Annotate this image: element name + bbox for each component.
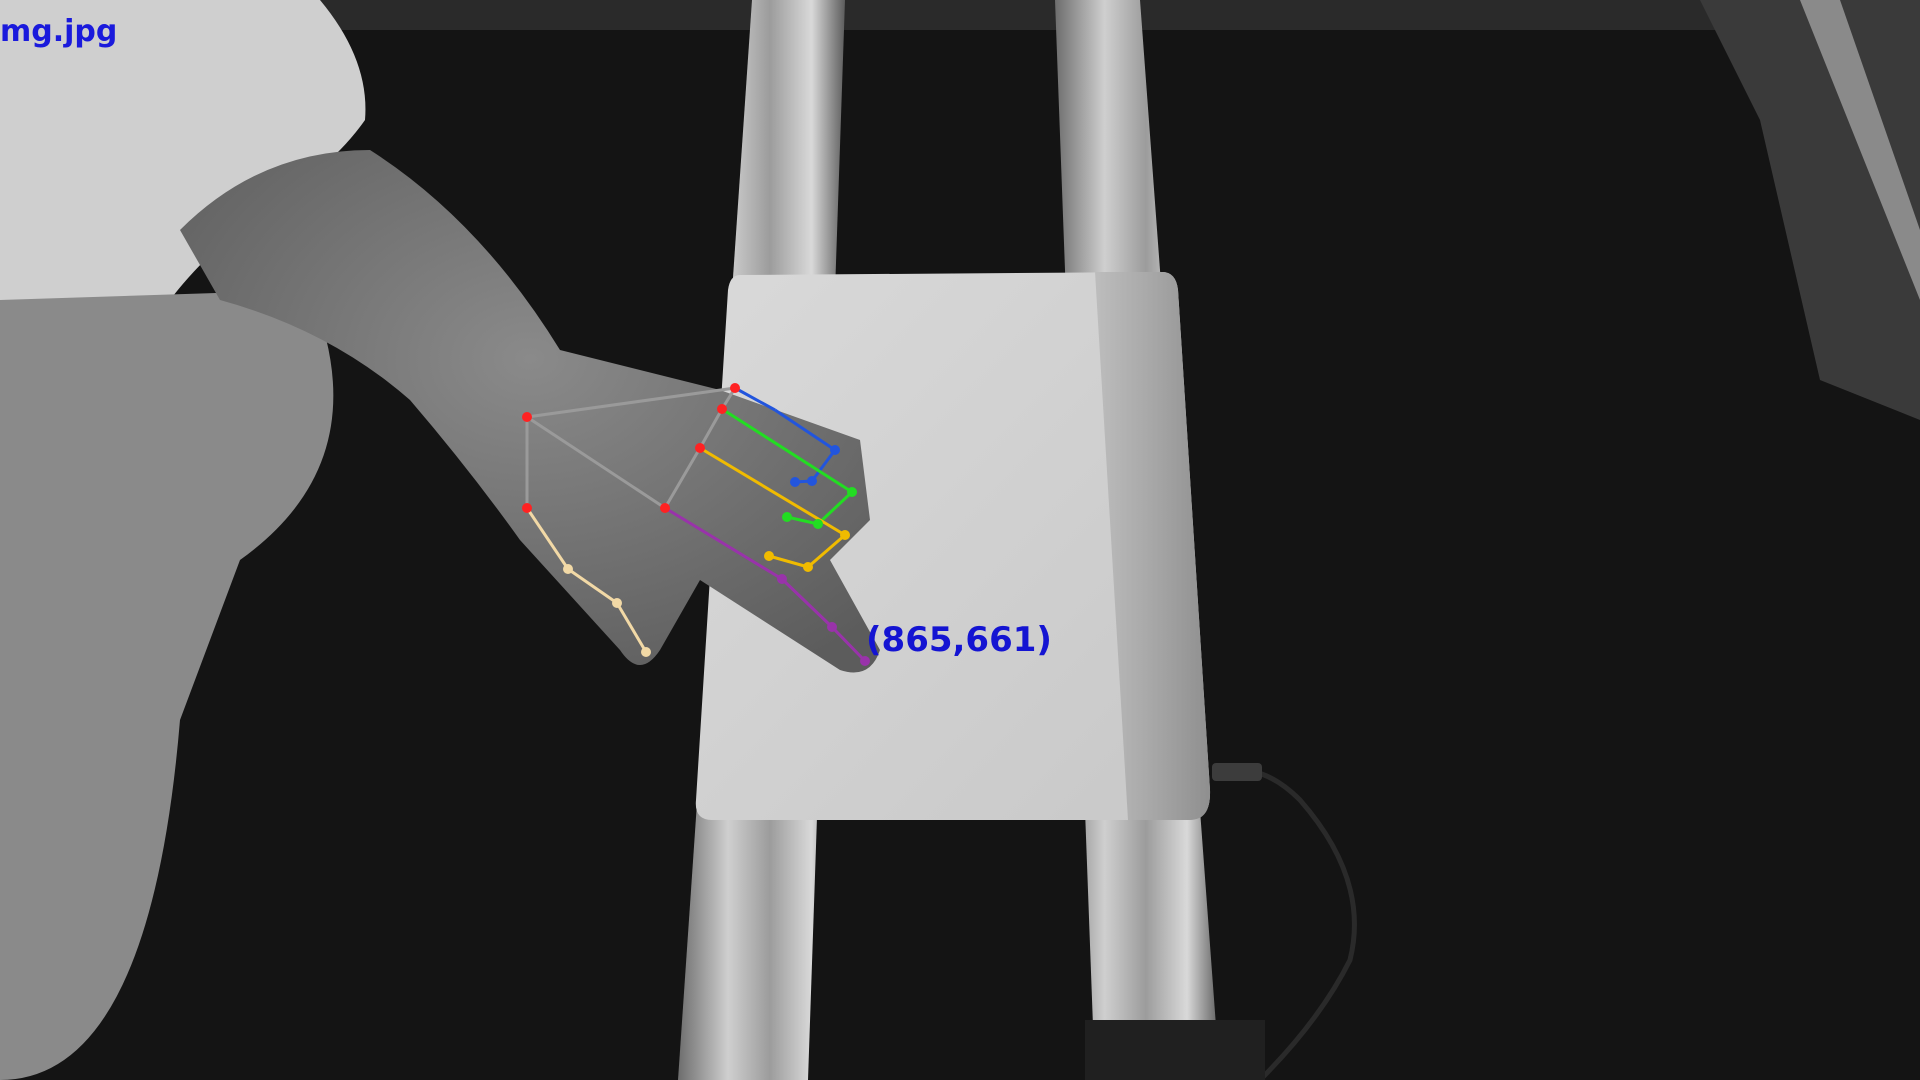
middle-joint-dot (782, 512, 792, 522)
joint-dot (660, 503, 670, 513)
joint-dot (717, 404, 727, 414)
ring-bone (699, 446, 846, 537)
index-joint-dot (830, 445, 840, 455)
palm-bone (526, 415, 666, 510)
ring-joint-dot (840, 530, 850, 540)
usb-cable (1217, 767, 1357, 1080)
thumb-joint-dot (563, 564, 573, 574)
thumb-bone (615, 602, 648, 653)
fingertip-coordinate-label: (865,661) (866, 620, 1052, 660)
thumb-bone (567, 567, 618, 605)
hand (180, 150, 880, 673)
right-rail (1800, 0, 1920, 300)
joint-dot (522, 412, 532, 422)
thumb-joint-dot (641, 647, 651, 657)
middle-joint-dot (847, 487, 857, 497)
leg (0, 290, 334, 1080)
ring-bone (768, 554, 809, 569)
pinky-bone (780, 577, 834, 629)
index-bone (810, 449, 837, 482)
ring-joint-dot (803, 562, 813, 572)
joint-dot (522, 503, 532, 513)
thumb-bone (525, 507, 570, 570)
middle-joint-dot (813, 519, 823, 529)
ring-bone (807, 533, 846, 569)
thumb-joint-dot (612, 598, 622, 608)
usb-plug (1212, 763, 1262, 781)
sleeve (0, 0, 366, 300)
pinky-joint-dot (777, 574, 787, 584)
index-joint-dot (790, 477, 800, 487)
middle-bone (721, 407, 853, 494)
tablet-side (1095, 272, 1211, 820)
ring-joint-dot (764, 551, 774, 561)
index-bone (734, 386, 776, 412)
pinky-joint-dot (827, 622, 837, 632)
pinky-bone (830, 625, 867, 663)
clamp-block (1085, 1020, 1265, 1080)
palm-bone (663, 447, 702, 509)
index-bone (774, 408, 836, 452)
filename-label: mg.jpg (0, 14, 118, 49)
tablet (695, 272, 1211, 820)
joint-dot (730, 383, 740, 393)
index-joint-dot (807, 476, 817, 486)
middle-bone (816, 490, 854, 526)
pinky-joint-dot (860, 656, 870, 666)
palm-bone (698, 408, 724, 449)
palm-bone (526, 386, 736, 419)
joint-dot (695, 443, 705, 453)
pinky-bone (664, 506, 783, 581)
middle-bone (786, 515, 819, 526)
